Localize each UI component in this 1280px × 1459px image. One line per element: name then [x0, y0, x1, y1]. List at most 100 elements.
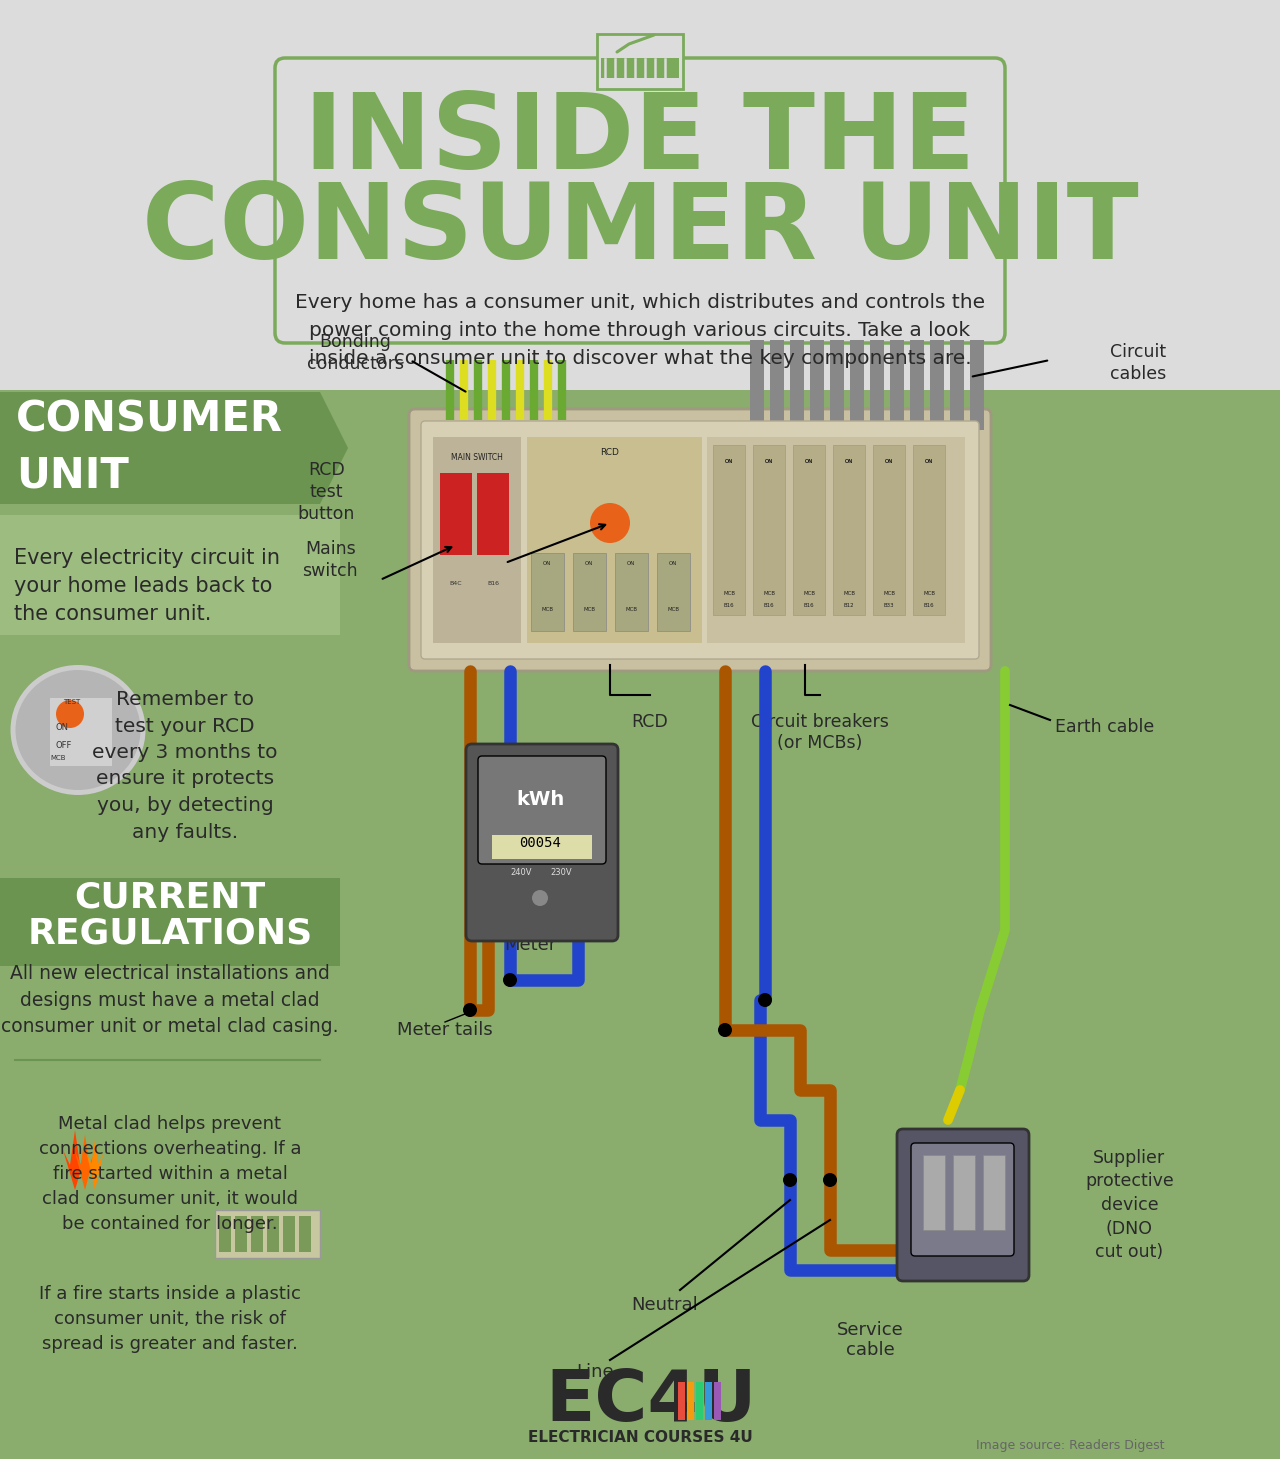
Bar: [300, 1215, 311, 1252]
Bar: [0, 878, 340, 966]
Bar: [870, 340, 884, 430]
FancyBboxPatch shape: [897, 1129, 1029, 1281]
FancyBboxPatch shape: [275, 58, 1005, 343]
Bar: [477, 473, 509, 554]
Text: OFF: OFF: [55, 741, 72, 750]
Text: ON: ON: [543, 562, 552, 566]
Circle shape: [532, 890, 548, 906]
Bar: [440, 473, 472, 554]
Text: Meter: Meter: [504, 937, 556, 954]
Circle shape: [783, 1173, 797, 1188]
Text: All new electrical installations and
designs must have a metal clad
consumer uni: All new electrical installations and des…: [1, 964, 339, 1036]
Bar: [0, 515, 340, 635]
Bar: [215, 1210, 320, 1258]
FancyBboxPatch shape: [466, 744, 618, 941]
Text: B4C: B4C: [449, 581, 462, 587]
Text: kWh: kWh: [516, 789, 564, 808]
Text: Image source: Readers Digest: Image source: Readers Digest: [975, 1439, 1165, 1452]
Text: ELECTRICIAN COURSES 4U: ELECTRICIAN COURSES 4U: [527, 1430, 753, 1446]
Text: Neutral: Neutral: [631, 1296, 699, 1315]
Text: Bonding
conductors: Bonding conductors: [306, 333, 403, 374]
Bar: [890, 340, 904, 430]
Text: Every home has a consumer unit, which distributes and controls the
power coming : Every home has a consumer unit, which di…: [294, 292, 986, 368]
Polygon shape: [63, 1131, 87, 1191]
Ellipse shape: [10, 665, 146, 795]
FancyBboxPatch shape: [410, 409, 991, 671]
Text: RCD: RCD: [600, 448, 620, 457]
Text: Circuit
cables: Circuit cables: [1110, 343, 1166, 384]
FancyBboxPatch shape: [477, 756, 605, 864]
Text: MCB: MCB: [803, 591, 815, 595]
Text: Service
cable: Service cable: [837, 1320, 904, 1360]
Bar: [829, 340, 844, 430]
Circle shape: [758, 994, 772, 1007]
Circle shape: [56, 700, 84, 728]
Text: Mains
switch: Mains switch: [302, 540, 358, 581]
Bar: [657, 553, 690, 630]
Text: MCB: MCB: [50, 754, 65, 762]
Text: MAIN SWITCH: MAIN SWITCH: [451, 452, 503, 463]
Text: 00054: 00054: [520, 836, 561, 851]
Text: Line: Line: [576, 1363, 614, 1382]
Bar: [707, 438, 965, 643]
Circle shape: [823, 1173, 837, 1188]
Text: Supplier
protective
device
(DNO
cut out): Supplier protective device (DNO cut out): [1085, 1148, 1174, 1261]
Text: MCB: MCB: [883, 591, 895, 595]
Text: EC4U: EC4U: [545, 1367, 756, 1437]
Bar: [714, 1382, 721, 1420]
Circle shape: [590, 503, 630, 543]
Text: B16: B16: [924, 603, 934, 608]
Text: MCB: MCB: [625, 607, 637, 611]
Text: ON: ON: [724, 460, 733, 464]
Text: ON: ON: [884, 460, 893, 464]
Bar: [0, 390, 1280, 1459]
FancyBboxPatch shape: [421, 422, 979, 659]
Bar: [0, 0, 1280, 390]
Bar: [983, 1156, 1005, 1230]
Text: ON: ON: [925, 460, 933, 464]
Bar: [614, 553, 648, 630]
Bar: [950, 340, 964, 430]
Bar: [687, 1382, 694, 1420]
Bar: [790, 340, 804, 430]
Polygon shape: [0, 392, 348, 503]
Text: Metal clad helps prevent
connections overheating. If a
fire started within a met: Metal clad helps prevent connections ove…: [38, 1115, 301, 1233]
Text: ON: ON: [845, 460, 854, 464]
Text: Earth cable: Earth cable: [1055, 718, 1155, 735]
Bar: [696, 1382, 703, 1420]
Bar: [678, 1382, 685, 1420]
Bar: [753, 445, 785, 616]
Bar: [251, 1215, 262, 1252]
Text: RCD: RCD: [631, 713, 668, 731]
Text: Circuit breakers
(or MCBs): Circuit breakers (or MCBs): [751, 713, 888, 751]
Text: TEST: TEST: [64, 699, 81, 705]
Circle shape: [463, 1002, 477, 1017]
Text: MCB: MCB: [763, 591, 774, 595]
Bar: [913, 445, 945, 616]
Text: ON: ON: [805, 460, 813, 464]
Text: ON: ON: [669, 562, 677, 566]
Bar: [573, 553, 605, 630]
Text: If a fire starts inside a plastic
consumer unit, the risk of
spread is greater a: If a fire starts inside a plastic consum…: [40, 1285, 301, 1352]
Text: MCB: MCB: [923, 591, 934, 595]
Text: REGULATIONS: REGULATIONS: [27, 918, 312, 951]
Text: ON: ON: [845, 460, 854, 464]
Bar: [50, 697, 113, 766]
Bar: [236, 1215, 247, 1252]
Text: ON: ON: [724, 460, 733, 464]
FancyBboxPatch shape: [911, 1142, 1014, 1256]
Text: MCB: MCB: [723, 591, 735, 595]
Bar: [433, 438, 521, 643]
Text: CONSUMER UNIT: CONSUMER UNIT: [142, 179, 1138, 282]
Text: ON: ON: [55, 724, 68, 732]
Bar: [750, 340, 764, 430]
Text: UNIT: UNIT: [15, 454, 129, 496]
Bar: [850, 340, 864, 430]
Text: B12: B12: [844, 603, 854, 608]
Text: CONSUMER: CONSUMER: [15, 398, 283, 441]
Text: 240V: 240V: [509, 868, 531, 877]
Bar: [268, 1215, 279, 1252]
Bar: [219, 1215, 230, 1252]
Text: Meter tails: Meter tails: [397, 1021, 493, 1039]
Bar: [527, 438, 701, 643]
